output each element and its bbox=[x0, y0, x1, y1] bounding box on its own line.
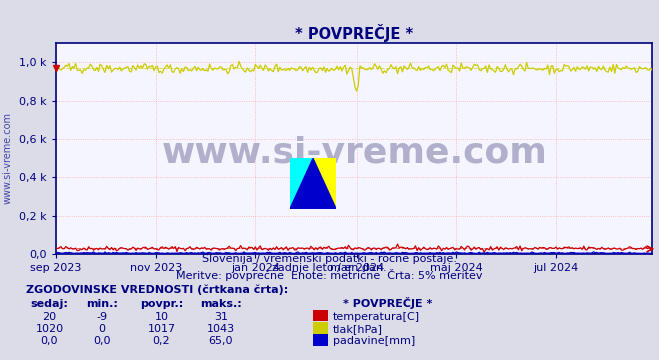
Text: -9: -9 bbox=[97, 312, 107, 322]
Text: sedaj:: sedaj: bbox=[30, 299, 69, 309]
Text: 0,2: 0,2 bbox=[153, 336, 170, 346]
Text: * POVPREČJE *: * POVPREČJE * bbox=[343, 297, 432, 309]
Text: 20: 20 bbox=[42, 312, 57, 322]
Text: Meritve: povprečne  Enote: metrične  Črta: 5% meritev: Meritve: povprečne Enote: metrične Črta:… bbox=[176, 269, 483, 282]
Text: 1043: 1043 bbox=[207, 324, 235, 334]
Text: Slovenija / vremenski podatki - ročne postaje.: Slovenija / vremenski podatki - ročne po… bbox=[202, 253, 457, 264]
Text: zadnje leto / en dan.: zadnje leto / en dan. bbox=[272, 263, 387, 273]
Text: povpr.:: povpr.: bbox=[140, 299, 183, 309]
Polygon shape bbox=[290, 158, 336, 209]
Text: tlak[hPa]: tlak[hPa] bbox=[333, 324, 383, 334]
Text: www.si-vreme.com: www.si-vreme.com bbox=[3, 112, 13, 204]
Polygon shape bbox=[290, 158, 313, 209]
Text: maks.:: maks.: bbox=[200, 299, 242, 309]
Text: padavine[mm]: padavine[mm] bbox=[333, 336, 415, 346]
Text: 0,0: 0,0 bbox=[94, 336, 111, 346]
Text: 0,0: 0,0 bbox=[41, 336, 58, 346]
Text: www.si-vreme.com: www.si-vreme.com bbox=[161, 136, 547, 170]
Text: temperatura[C]: temperatura[C] bbox=[333, 312, 420, 322]
Text: 65,0: 65,0 bbox=[208, 336, 233, 346]
Text: 1020: 1020 bbox=[36, 324, 63, 334]
Text: 0: 0 bbox=[99, 324, 105, 334]
Text: 10: 10 bbox=[154, 312, 169, 322]
Text: min.:: min.: bbox=[86, 299, 118, 309]
Text: ZGODOVINSKE VREDNOSTI (črtkana črta):: ZGODOVINSKE VREDNOSTI (črtkana črta): bbox=[26, 285, 289, 296]
Text: 1017: 1017 bbox=[148, 324, 175, 334]
Title: * POVPREČJE *: * POVPREČJE * bbox=[295, 24, 413, 42]
Text: 31: 31 bbox=[214, 312, 228, 322]
